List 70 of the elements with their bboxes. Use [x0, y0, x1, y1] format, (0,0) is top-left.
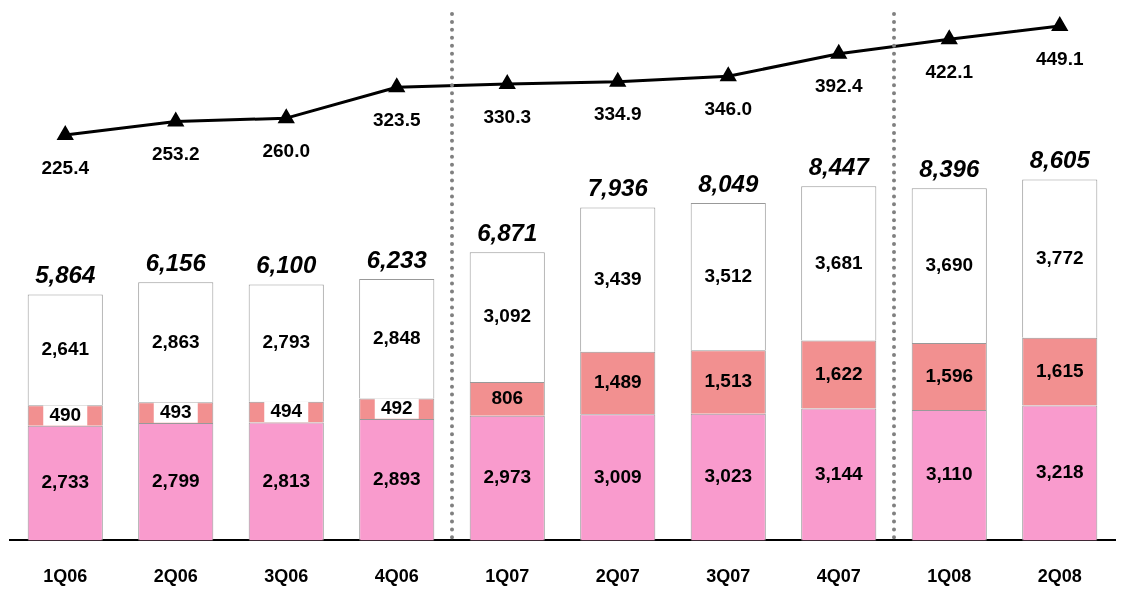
data-label: 2,793: [262, 331, 311, 353]
x-tick-label: 1Q06: [43, 566, 88, 587]
point: [57, 126, 73, 141]
total-label: 8,396: [919, 154, 980, 182]
point: [168, 112, 184, 127]
data-label: 3,009: [593, 465, 642, 487]
total-label: 6,156: [145, 248, 207, 276]
data-label: 392.4: [814, 75, 863, 97]
x-tick-label: 2Q07: [595, 566, 640, 587]
data-label: 2,863: [151, 330, 200, 352]
data-label: 3,144: [814, 462, 863, 484]
data-label: 3,690: [925, 253, 974, 275]
data-label: 1,513: [704, 370, 753, 392]
x-tick-label: 4Q07: [816, 566, 861, 587]
data-label: 806: [491, 387, 524, 409]
data-label: 225.4: [41, 156, 90, 178]
point: [278, 109, 294, 124]
data-label: 3,023: [704, 465, 753, 487]
x-tick-label: 2Q08: [1037, 566, 1082, 587]
data-label: 3,439: [593, 267, 642, 289]
data-label: 3,681: [814, 251, 863, 273]
data-label: 2,641: [41, 338, 90, 360]
point: [499, 75, 515, 89]
data-label: 3,092: [483, 305, 532, 327]
point: [941, 30, 957, 45]
data-label: 260.0: [262, 139, 311, 161]
data-label: 3,512: [704, 264, 753, 286]
data-label: 330.3: [483, 105, 532, 127]
data-label: 492: [380, 397, 413, 418]
data-label: 1,615: [1035, 359, 1084, 381]
data-label: 493: [159, 400, 192, 422]
data-label: 3,772: [1035, 246, 1084, 268]
data-label: 323.5: [372, 108, 421, 130]
data-label: 2,799: [151, 469, 200, 491]
x-tick-label: 2Q06: [153, 566, 198, 587]
data-label: 3,110: [926, 463, 973, 485]
data-label: 449.1: [1035, 47, 1084, 69]
point: [610, 73, 626, 87]
data-label: 2,893: [372, 467, 421, 489]
total-label: 6,871: [477, 218, 538, 246]
data-label: 490: [49, 403, 82, 425]
point: [720, 67, 736, 82]
x-tick-label: 1Q08: [927, 566, 972, 587]
total-label: 8,447: [808, 152, 871, 180]
x-tick-label: 4Q06: [374, 566, 419, 587]
data-label: 346.0: [704, 98, 753, 120]
total-label: 5,864: [35, 261, 96, 289]
data-label: 2,973: [483, 466, 532, 488]
data-label: 2,813: [262, 469, 311, 491]
data-label: 253.2: [151, 143, 200, 165]
x-tick-label: 3Q06: [264, 566, 309, 587]
data-label: 2,733: [41, 471, 90, 493]
data-label: 1,622: [814, 362, 863, 384]
total-label: 6,100: [256, 251, 317, 279]
data-label: 1,489: [593, 371, 642, 393]
x-tick-label: 3Q07: [706, 566, 751, 587]
data-label: 1,596: [925, 364, 974, 386]
point: [389, 78, 405, 93]
total-label: 6,233: [366, 245, 428, 273]
data-label: 334.9: [593, 103, 642, 125]
data-label: 2,848: [372, 326, 421, 348]
data-label: 3,218: [1035, 461, 1084, 483]
point: [1052, 17, 1068, 32]
data-label: 494: [270, 400, 303, 422]
x-tick-label: 1Q07: [485, 566, 530, 587]
total-label: 8,049: [698, 169, 759, 197]
total-label: 8,605: [1029, 146, 1091, 174]
total-label: 7,936: [587, 174, 649, 202]
point: [831, 45, 847, 59]
data-label: 422.1: [925, 60, 974, 82]
